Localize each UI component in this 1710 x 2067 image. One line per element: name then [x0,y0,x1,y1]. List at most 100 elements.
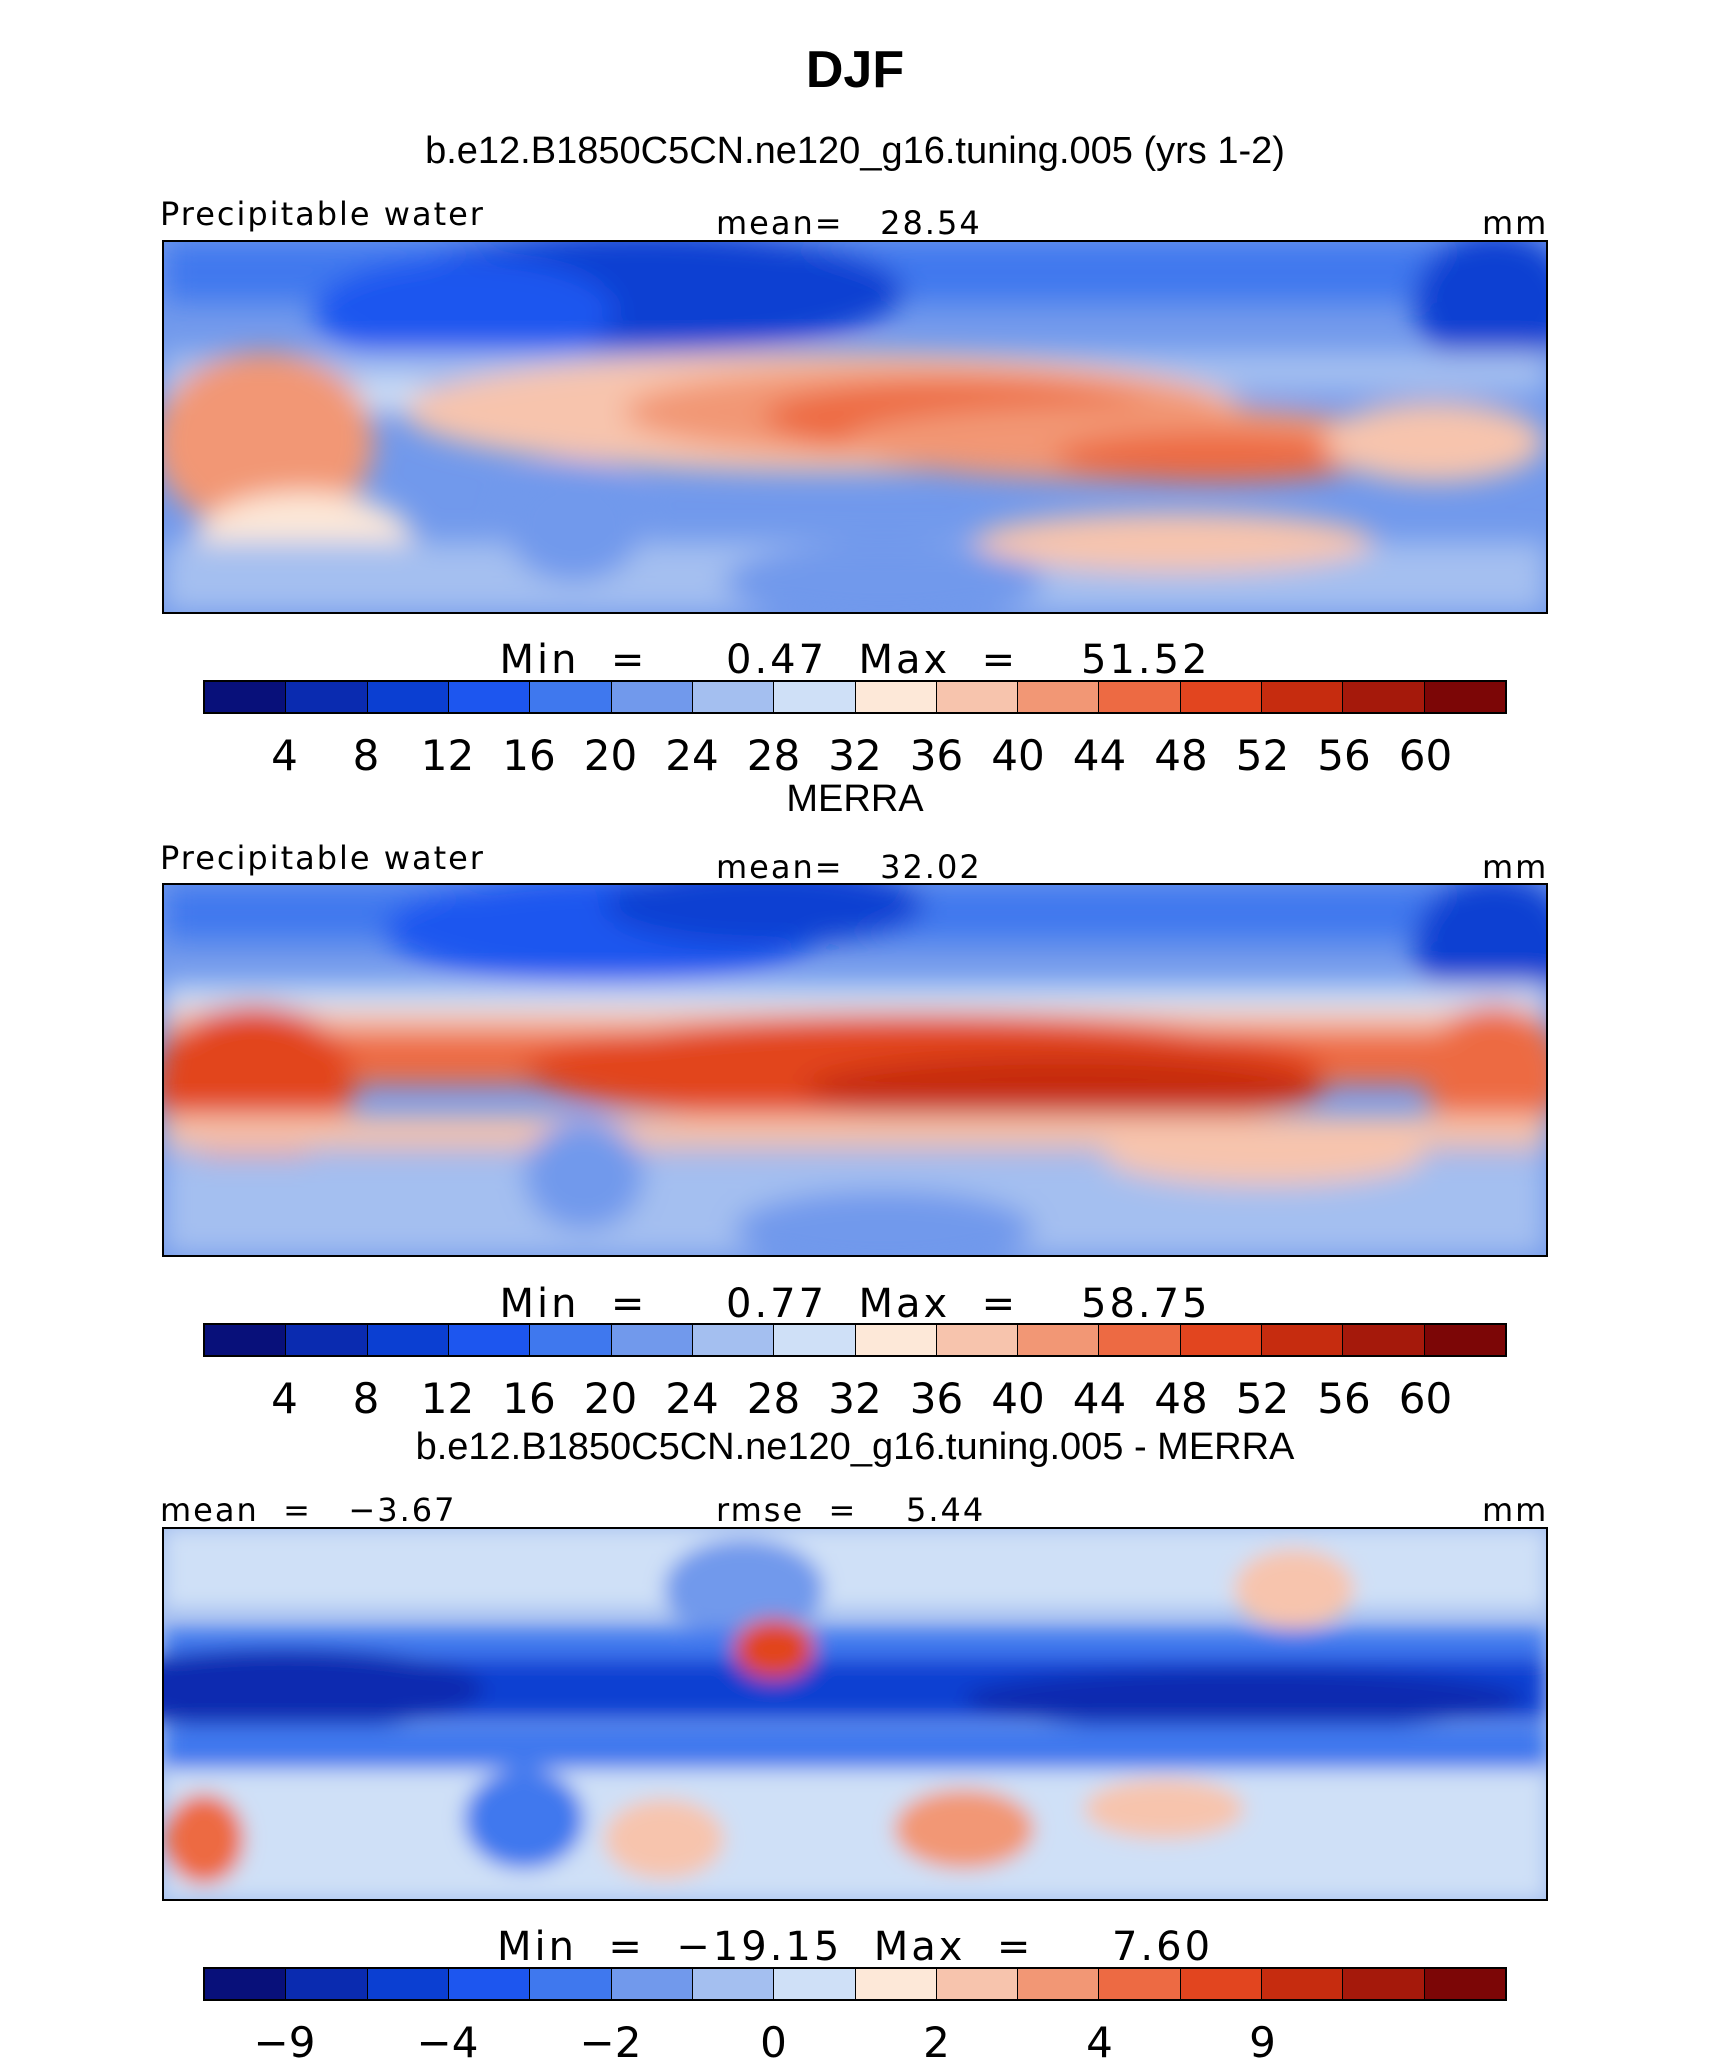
panel-3-title: b.e12.B1850C5CN.ne120_g16.tuning.005 - M… [415,1426,1295,1468]
colorbar-swatch [205,1325,287,1355]
colorbar-tick-label: 32 [828,1374,882,1423]
colorbar-swatch [448,1325,531,1355]
colorbar-swatch [205,682,287,712]
colorbar-swatch [1424,1969,1505,1999]
panel-2-map [162,883,1548,1257]
panel-1-units-label: mm [1482,204,1549,242]
panel-2-variable-label: Precipitable water [160,839,485,877]
colorbar-swatch [692,682,775,712]
colorbar-swatch [530,1969,612,1999]
panel-3-units-label: mm [1482,1491,1549,1529]
colorbar-swatch [367,1325,449,1355]
colorbar-tick-label: 44 [1072,1374,1127,1423]
panel-1-map [162,240,1548,614]
colorbar-swatch [611,1969,693,1999]
colorbar-swatch [1099,1325,1181,1355]
colorbar-tick-label: 24 [665,731,719,780]
colorbar-tick-label: 20 [583,1374,638,1423]
colorbar-swatch [530,682,612,712]
colorbar-swatch [936,1325,1019,1355]
colorbar-tick-label: 4 [271,731,298,780]
colorbar-tick-label: 36 [909,1374,964,1423]
panel-1-minmax: Min = 0.47 Max = 51.52 [499,637,1211,683]
colorbar-swatch [530,1325,612,1355]
colorbar-swatch [286,682,368,712]
colorbar-swatch [1343,682,1425,712]
panel-3-mean-label: mean = −3.67 [160,1491,457,1529]
panel-2-title: MERRA [786,778,924,820]
colorbar-swatch [1424,682,1505,712]
colorbar-swatch [205,1969,287,1999]
colorbar-swatch [1180,1969,1263,1999]
colorbar-swatch [367,1969,449,1999]
colorbar-tick-label: −2 [579,2018,642,2067]
colorbar-swatch [1262,1325,1344,1355]
panel-3-minmax: Min = −19.15 Max = 7.60 [496,1924,1214,1970]
panel-3-rmse-label: rmse = 5.44 [716,1491,986,1529]
panel-2-colorbar [203,1323,1507,1357]
colorbar-tick-label: 48 [1154,1374,1208,1423]
colorbar-swatch [774,1325,856,1355]
panel-1-mean-label: mean= 28.54 [716,204,982,242]
panel-1-title: b.e12.B1850C5CN.ne120_g16.tuning.005 (yr… [425,130,1285,172]
colorbar-swatch [611,682,693,712]
panel-2-minmax: Min = 0.77 Max = 58.75 [499,1281,1211,1327]
colorbar-tick-label: 4 [271,1374,298,1423]
colorbar-swatch [1018,682,1100,712]
colorbar-swatch [1343,1325,1425,1355]
colorbar-tick-label: 60 [1398,731,1453,780]
colorbar-swatch [1262,682,1344,712]
colorbar-swatch [774,1969,856,1999]
colorbar-tick-label: 12 [420,731,475,780]
colorbar-swatch [286,1969,368,1999]
colorbar-swatch [367,682,449,712]
colorbar-tick-label: 12 [420,1374,475,1423]
colorbar-swatch [611,1325,693,1355]
colorbar-tick-label: −9 [253,2018,316,2067]
colorbar-tick-label: 52 [1235,731,1290,780]
colorbar-tick-label: 2 [923,2018,950,2067]
colorbar-swatch [936,1969,1019,1999]
colorbar-swatch [936,682,1019,712]
colorbar-swatch [692,1969,775,1999]
panel-3-colorbar [203,1967,1507,2001]
colorbar-tick-label: 0 [760,2018,787,2067]
colorbar-tick-label: 44 [1072,731,1127,780]
colorbar-swatch [1424,1325,1505,1355]
panel-1-map-field [164,242,1546,612]
colorbar-tick-label: 56 [1317,1374,1371,1423]
colorbar-swatch [1018,1969,1100,1999]
colorbar-tick-label: 20 [583,731,638,780]
colorbar-swatch [1262,1969,1344,1999]
colorbar-tick-label: 9 [1249,2018,1276,2067]
panel-2-units-label: mm [1482,848,1549,886]
panel-3-map [162,1527,1548,1901]
colorbar-swatch [1018,1325,1100,1355]
colorbar-swatch [448,1969,531,1999]
panel-2-map-field [164,885,1546,1255]
colorbar-swatch [1099,1969,1181,1999]
colorbar-tick-label: 8 [352,731,380,780]
colorbar-swatch [774,682,856,712]
colorbar-tick-label: 4 [1086,2018,1113,2067]
colorbar-swatch [286,1325,368,1355]
colorbar-tick-label: 28 [746,731,801,780]
colorbar-tick-label: 36 [909,731,964,780]
panel-1-variable-label: Precipitable water [160,195,485,233]
panel-1-colorbar [203,680,1507,714]
colorbar-swatch [1180,682,1263,712]
colorbar-swatch [448,682,531,712]
colorbar-tick-label: −4 [416,2018,479,2067]
colorbar-swatch [1180,1325,1263,1355]
colorbar-tick-label: 8 [352,1374,380,1423]
colorbar-tick-label: 60 [1398,1374,1453,1423]
colorbar-swatch [855,1969,937,1999]
colorbar-tick-label: 40 [991,1374,1045,1423]
colorbar-tick-label: 56 [1317,731,1371,780]
panel-2-mean-label: mean= 32.02 [716,848,982,886]
colorbar-swatch [692,1325,775,1355]
colorbar-tick-label: 48 [1154,731,1208,780]
colorbar-swatch [855,1325,937,1355]
colorbar-tick-label: 52 [1235,1374,1290,1423]
colorbar-tick-label: 16 [502,1374,556,1423]
